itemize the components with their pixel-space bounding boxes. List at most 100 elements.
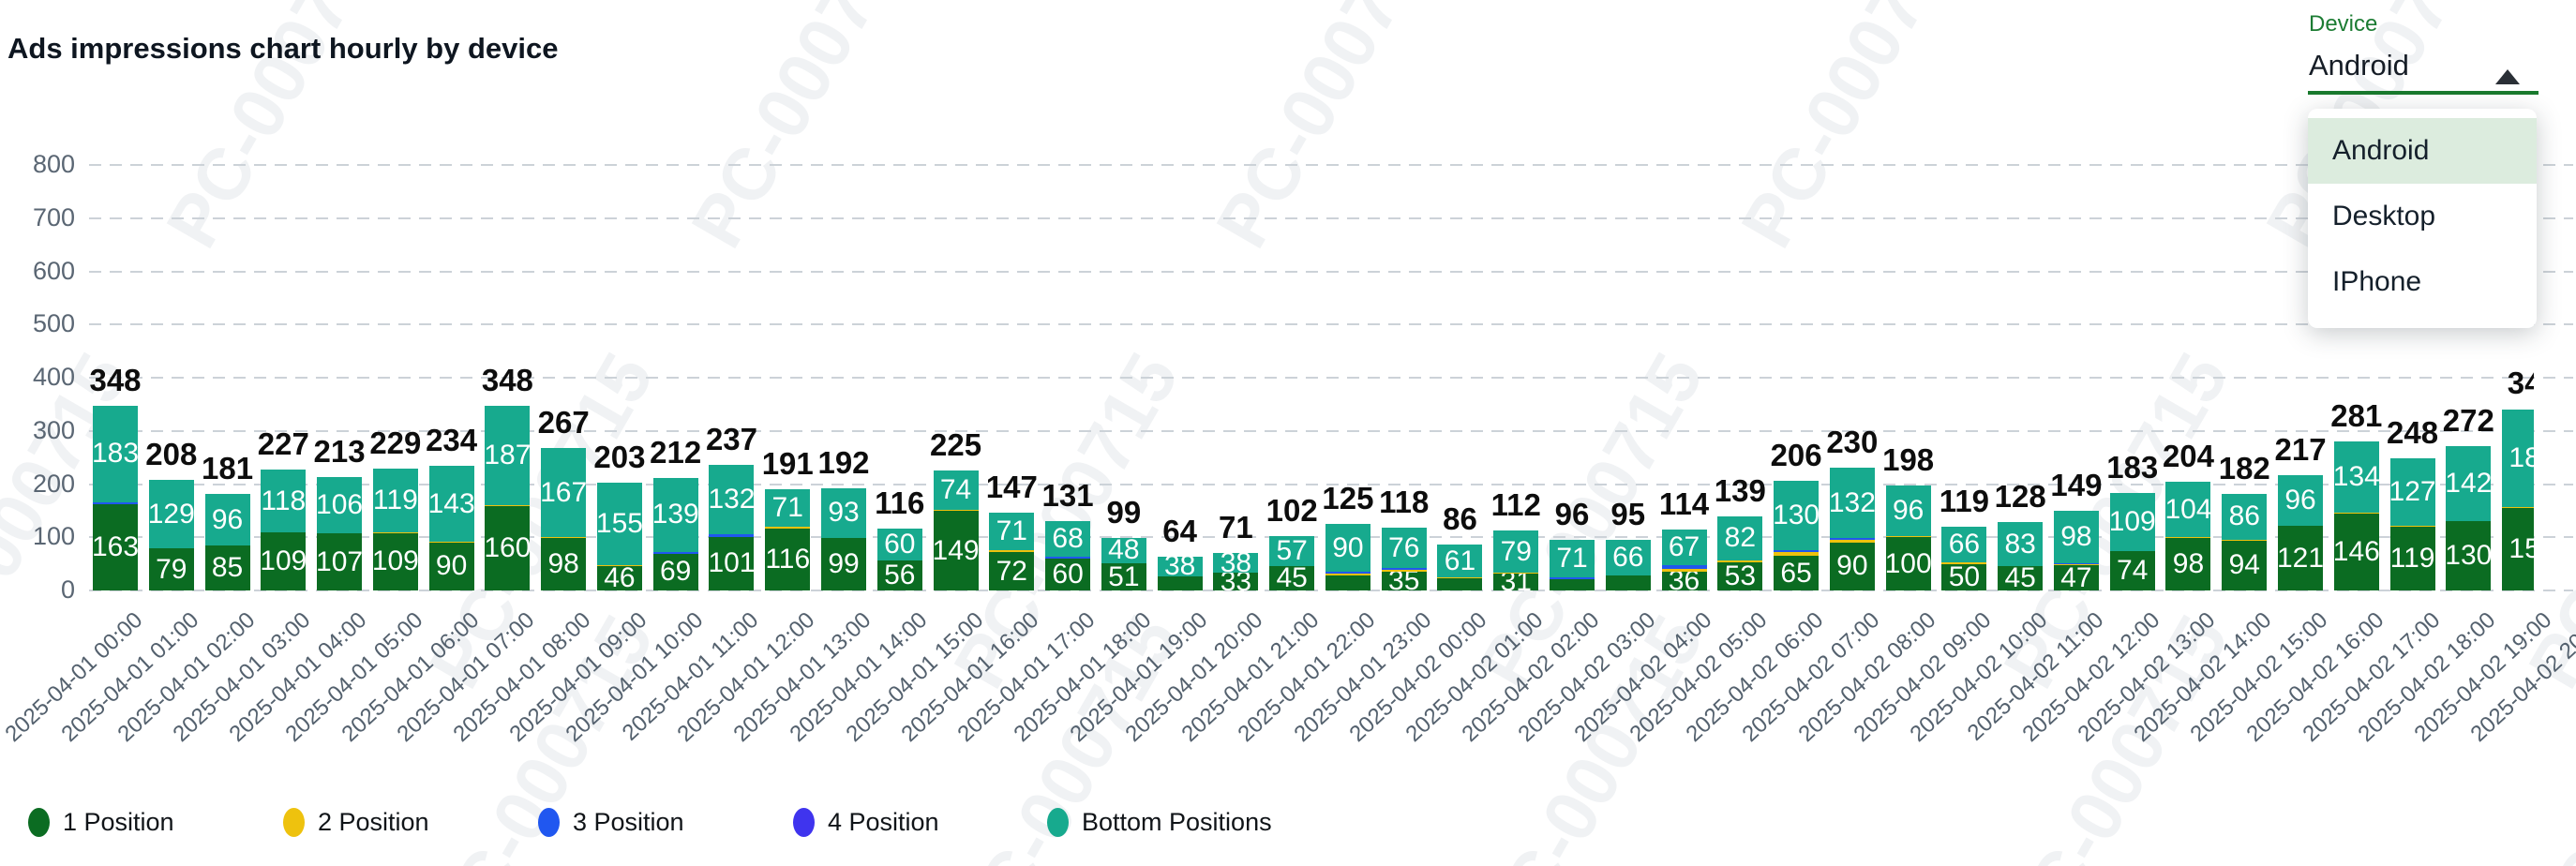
segment-pos1[interactable]: 35 (1381, 567, 1427, 595)
segment-pos3[interactable] (652, 551, 698, 554)
chart-bar[interactable]: 107 106 (316, 477, 363, 590)
chart-bar[interactable]: 38 (1157, 552, 1203, 590)
chart-bar[interactable]: 116 71 (765, 488, 811, 590)
chart-bar[interactable]: 119 127 (2389, 458, 2436, 590)
device-option-android[interactable]: Android (2308, 118, 2537, 184)
segment-pos2[interactable] (1941, 561, 1987, 564)
chart-bar[interactable]: 65 130 (1773, 481, 1820, 590)
segment-pos3[interactable] (2053, 563, 2099, 565)
segment-bottom[interactable]: 187 (484, 405, 531, 505)
segment-bottom[interactable]: 132 (708, 464, 756, 535)
segment-bottom[interactable]: 74 (933, 470, 979, 511)
segment-pos1[interactable]: 69 (652, 553, 698, 590)
segment-pos1[interactable]: 45 (1998, 564, 2044, 592)
segment-bottom[interactable]: 93 (821, 488, 866, 538)
segment-bottom[interactable]: 83 (1998, 522, 2044, 567)
segment-bottom[interactable]: 167 (540, 448, 587, 538)
segment-bottom[interactable]: 82 (1717, 516, 1763, 560)
segment-pos2[interactable] (2053, 564, 2099, 566)
segment-pos1[interactable]: 100 (1885, 537, 1932, 590)
chart-bar[interactable]: 160 187 (484, 405, 531, 590)
chart-bar[interactable]: 45 83 (1998, 522, 2044, 592)
chart-bar[interactable]: 163 183 (92, 405, 139, 590)
chart-bar[interactable]: 79 129 (148, 479, 195, 590)
segment-pos1[interactable]: 45 (1269, 564, 1315, 592)
segment-pos1[interactable]: 146 (2333, 513, 2380, 590)
chart-bar[interactable]: 101 132 (708, 464, 756, 590)
segment-pos3[interactable] (1829, 538, 1875, 541)
segment-bottom[interactable]: 132 (1829, 468, 1876, 539)
segment-pos2[interactable] (541, 537, 587, 539)
segment-pos2[interactable] (485, 504, 531, 506)
segment-bottom[interactable]: 142 (2445, 445, 2492, 522)
chart-bar[interactable]: 51 48 (1101, 536, 1146, 590)
segment-pos2[interactable] (1493, 573, 1539, 575)
segment-bottom[interactable]: 66 (1941, 527, 1987, 562)
segment-bottom[interactable]: 106 (316, 477, 363, 534)
segment-pos1[interactable]: 79 (148, 548, 194, 590)
segment-pos1[interactable] (1437, 577, 1483, 590)
segment-pos2[interactable] (1325, 573, 1370, 575)
segment-pos2[interactable] (933, 510, 979, 512)
segment-pos1[interactable]: 107 (316, 533, 363, 590)
chart-bar[interactable]: 109 119 (372, 469, 419, 590)
chart-bar[interactable]: 66 (1605, 540, 1651, 590)
segment-pos2[interactable] (989, 549, 1035, 553)
segment-pos2[interactable] (1774, 552, 1820, 557)
segment-pos3[interactable] (1325, 572, 1370, 574)
segment-pos1[interactable]: 163 (92, 503, 139, 590)
device-option-desktop[interactable]: Desktop (2332, 201, 2436, 231)
segment-pos1[interactable]: 85 (204, 545, 250, 590)
segment-pos3[interactable] (1774, 549, 1820, 553)
chart-bar[interactable]: 121 96 (2277, 474, 2324, 590)
segment-pos2[interactable] (596, 564, 642, 566)
segment-pos1[interactable]: 109 (260, 532, 307, 590)
segment-pos2[interactable] (428, 542, 474, 543)
segment-pos1[interactable] (1605, 575, 1651, 590)
segment-pos2[interactable] (765, 526, 811, 530)
segment-pos3[interactable] (1661, 565, 1707, 569)
segment-bottom[interactable]: 76 (1381, 528, 1427, 569)
segment-pos2[interactable] (1885, 536, 1931, 538)
segment-bottom[interactable]: 18 (2502, 409, 2534, 508)
device-option-iphone[interactable]: IPhone (2332, 266, 2422, 297)
chart-bar[interactable]: 90 (1325, 524, 1370, 590)
segment-bottom[interactable]: 68 (1045, 520, 1091, 558)
segment-pos3[interactable] (709, 534, 755, 537)
legend-item-2[interactable]: 2 Position (283, 808, 429, 837)
segment-bottom[interactable]: 66 (1605, 540, 1651, 575)
segment-pos1[interactable]: 98 (541, 538, 587, 590)
segment-bottom[interactable]: 98 (2053, 511, 2099, 564)
segment-pos1[interactable]: 130 (2445, 521, 2492, 590)
segment-pos2[interactable] (1437, 576, 1483, 578)
segment-pos2[interactable] (1381, 569, 1427, 573)
segment-bottom[interactable]: 104 (2164, 482, 2212, 538)
chart-bar[interactable]: 36 67 (1661, 530, 1707, 594)
segment-pos1[interactable]: 31 (1493, 568, 1539, 596)
segment-bottom[interactable]: 119 (372, 469, 418, 532)
segment-pos1[interactable]: 60 (1045, 558, 1091, 590)
legend-item-3[interactable]: 3 Position (538, 808, 684, 837)
chart-bar[interactable]: 94 86 (2222, 493, 2268, 590)
chart-bar[interactable]: 71 (1550, 539, 1595, 590)
segment-bottom[interactable]: 67 (1661, 530, 1707, 566)
chart-bar[interactable]: 98 104 (2164, 482, 2212, 590)
segment-pos2[interactable] (1717, 560, 1763, 562)
segment-bottom[interactable]: 139 (652, 477, 699, 552)
segment-bottom[interactable]: 38 (1157, 552, 1203, 580)
segment-pos2[interactable] (2333, 512, 2379, 514)
segment-bottom[interactable]: 183 (92, 405, 139, 503)
segment-pos1[interactable]: 116 (765, 529, 811, 590)
segment-bottom[interactable]: 57 (1269, 536, 1315, 567)
segment-bottom[interactable]: 109 (2109, 493, 2156, 552)
chart-bar[interactable]: 47 98 (2053, 511, 2099, 591)
segment-pos3[interactable] (1550, 576, 1595, 580)
chart-bar[interactable]: 33 38 (1213, 548, 1259, 595)
segment-bottom[interactable]: 79 (1493, 530, 1539, 574)
segment-bottom[interactable]: 96 (1885, 485, 1931, 537)
segment-bottom[interactable]: 60 (876, 529, 922, 561)
segment-pos2[interactable] (2502, 507, 2534, 509)
segment-pos1[interactable]: 50 (1941, 562, 1987, 590)
segment-bottom[interactable]: 38 (1213, 548, 1259, 576)
segment-bottom[interactable]: 143 (428, 466, 475, 543)
